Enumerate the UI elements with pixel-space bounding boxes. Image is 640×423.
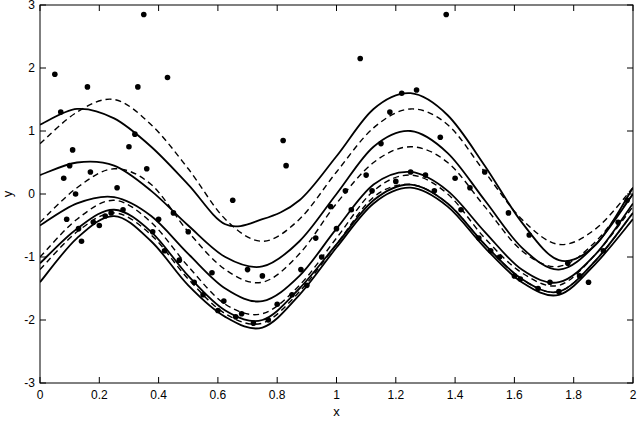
tick-label: 0.8 [269,388,286,402]
tick [217,377,218,383]
tick-label: 0.4 [150,388,167,402]
point [79,238,85,244]
tick [573,377,574,383]
tick [40,131,46,132]
tick-label: 1 [333,388,340,402]
tick [158,5,159,11]
x-axis-label: x [333,404,340,419]
point [506,210,512,216]
tick [627,68,633,69]
point [260,273,266,279]
point [274,301,280,307]
curve [40,184,633,324]
tick [627,257,633,258]
point [114,185,120,191]
tick-label: 2 [630,388,637,402]
tick [573,5,574,11]
tick-label: 0 [28,187,35,201]
curve [40,188,633,329]
curve [40,93,633,261]
tick-label: 1.4 [447,388,464,402]
tick [40,320,46,321]
tick-label: 0 [37,388,44,402]
curve [40,147,633,283]
tick [40,383,46,384]
tick [40,5,41,11]
tick [455,377,456,383]
point [126,144,132,150]
plot-area [40,5,633,383]
point [357,56,363,62]
point [586,279,592,285]
tick-label: -1 [24,250,35,264]
tick [455,5,456,11]
point [245,267,251,273]
tick [514,5,515,11]
point [52,72,58,78]
point [135,84,141,90]
point [70,147,76,153]
point [414,87,420,93]
tick [40,194,46,195]
point [73,191,79,197]
tick-label: 0.2 [91,388,108,402]
tick-label: 3 [28,0,35,12]
tick [40,377,41,383]
point [97,223,103,229]
point [165,75,171,81]
point [141,12,147,18]
chart: 0 0.2 0.4 0.6 0.8 1 1.2 1.4 1.6 1.8 2 -3 -2 -1 0 1 2 3 x y [0,0,640,423]
tick [633,5,634,11]
tick [336,5,337,11]
tick [395,377,396,383]
point [437,135,443,141]
y-axis-label: y [0,190,15,197]
curve [40,172,633,302]
point [443,12,449,18]
tick [627,5,633,6]
point [313,235,319,241]
plot-data [40,12,633,329]
point [363,172,369,178]
frame [40,5,633,383]
curve [40,99,633,244]
point [230,198,236,204]
tick [277,377,278,383]
tick [99,377,100,383]
tick [336,377,337,383]
point [144,166,150,172]
tick [627,320,633,321]
tick [217,5,218,11]
tick [627,194,633,195]
point [85,84,91,90]
point [452,175,458,181]
tick-label: 0.6 [210,388,227,402]
tick [514,377,515,383]
point [64,216,70,222]
tick-label: -3 [24,376,35,390]
point [283,163,289,169]
point [61,175,67,181]
tick [277,5,278,11]
tick [40,68,46,69]
tick-label: 1.6 [506,388,523,402]
tick [99,5,100,11]
tick [627,383,633,384]
tick-label: 2 [28,61,35,75]
tick [158,377,159,383]
tick-label: 1.2 [387,388,404,402]
tick [40,257,46,258]
tick-label: -2 [24,313,35,327]
tick [633,377,634,383]
point [88,169,94,175]
point [280,138,286,144]
tick-label: 1.8 [565,388,582,402]
tick-label: 1 [28,124,35,138]
point [393,179,399,185]
tick [395,5,396,11]
tick [40,5,46,6]
tick [627,131,633,132]
